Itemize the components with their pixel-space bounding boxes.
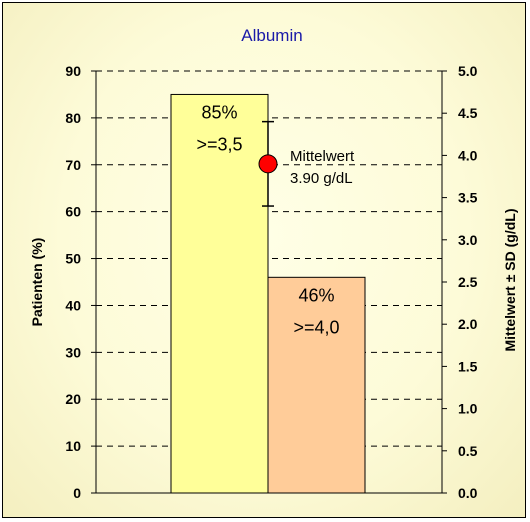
y2-tick-label: 0.5: [458, 443, 478, 459]
y-tick-label: 60: [65, 204, 81, 220]
bar-1-threshold-label: >=3,5: [196, 134, 242, 154]
y2-axis-label: Mittelwert ± SD (g/dL): [502, 208, 518, 351]
chart-title: Albumin: [241, 26, 302, 45]
y2-tick-label: 4.5: [458, 105, 478, 121]
y-tick-label: 0: [73, 485, 81, 501]
y-tick-label: 90: [65, 63, 81, 79]
albumin-chart: Albumin 0 10 20 30 40 50 60 70 80 90 0.0 0.5 1.0 1.5 2…: [29, 26, 518, 501]
labels-group: 85% >=3,5 46% >=4,0: [196, 102, 339, 337]
bar-1-pct-label: 85%: [201, 102, 237, 122]
y-tick-label: 30: [65, 344, 81, 360]
y2-tick-label: 3.5: [458, 190, 478, 206]
y2-tick-label: 1.0: [458, 401, 478, 417]
y-tick-label: 50: [65, 251, 81, 267]
bars-group: [170, 93, 366, 494]
y2-tick-label: 2.5: [458, 274, 478, 290]
y-tick-label: 10: [65, 438, 81, 454]
y-tick-label: 40: [65, 297, 81, 313]
y2-tick-label: 1.5: [458, 358, 478, 374]
y2-tick-label: 0.0: [458, 485, 478, 501]
mean-marker: [258, 154, 278, 174]
grid-lines: [96, 70, 442, 447]
mean-sd-group: Mittelwert 3.90 g/dL: [258, 120, 355, 207]
y-axis-label: Patienten (%): [29, 238, 45, 327]
mean-value-label: 3.90 g/dL: [290, 170, 353, 187]
mean-label: Mittelwert: [290, 148, 355, 165]
y2-tick-label: 5.0: [458, 63, 478, 79]
chart-frame: Albumin 0 10 20 30 40 50 60 70 80 90 0.0 0.5 1.0 1.5 2…: [2, 2, 526, 518]
y2-tick-label: 4.0: [458, 147, 478, 163]
bar-2: [267, 276, 366, 494]
y-tick-label: 80: [65, 110, 81, 126]
y2-tick-label: 3.0: [458, 232, 478, 248]
bar-2-pct-label: 46%: [298, 285, 334, 305]
y-tick-label: 20: [65, 391, 81, 407]
y-tick-label: 70: [65, 157, 81, 173]
axes-group: 0 10 20 30 40 50 60 70 80 90 0.0 0.5 1.0 1.5 2.0 2.5 3.0…: [65, 63, 477, 501]
bar-2-threshold-label: >=4,0: [293, 317, 339, 337]
y2-tick-label: 2.0: [458, 316, 478, 332]
